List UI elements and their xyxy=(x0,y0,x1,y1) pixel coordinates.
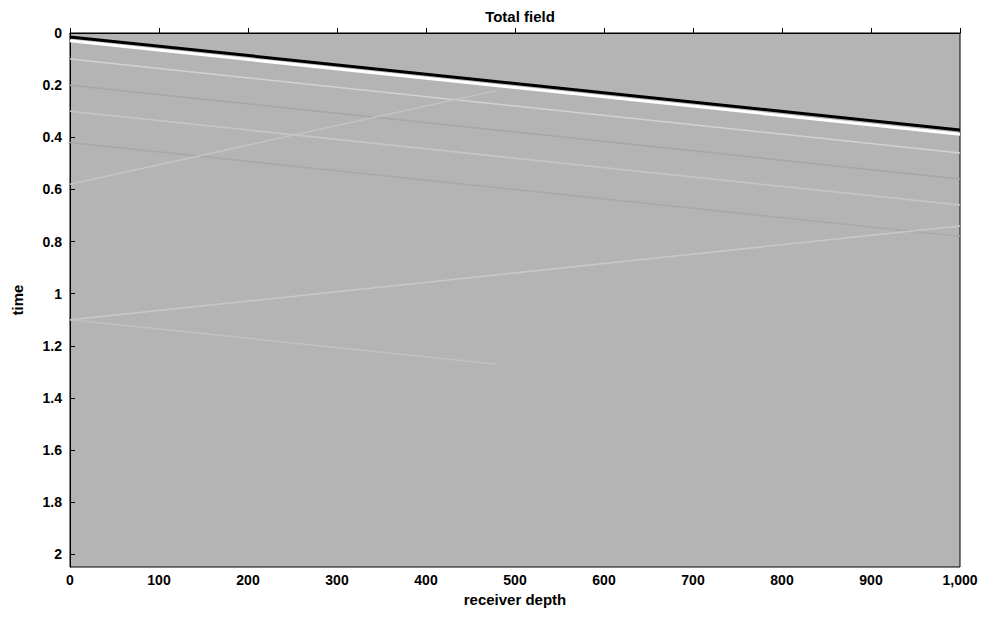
svg-text:500: 500 xyxy=(503,572,527,588)
svg-text:1: 1 xyxy=(54,286,62,302)
svg-text:600: 600 xyxy=(592,572,616,588)
svg-text:100: 100 xyxy=(147,572,171,588)
svg-text:0.6: 0.6 xyxy=(43,181,63,197)
svg-text:300: 300 xyxy=(325,572,349,588)
svg-text:200: 200 xyxy=(236,572,260,588)
svg-text:1.4: 1.4 xyxy=(43,390,63,406)
svg-text:400: 400 xyxy=(414,572,438,588)
svg-text:receiver depth: receiver depth xyxy=(464,591,567,608)
svg-text:0.8: 0.8 xyxy=(43,234,63,250)
svg-text:1.6: 1.6 xyxy=(43,442,63,458)
svg-text:2: 2 xyxy=(54,546,62,562)
svg-text:1,000: 1,000 xyxy=(942,572,977,588)
svg-text:1.8: 1.8 xyxy=(43,494,63,510)
svg-text:800: 800 xyxy=(770,572,794,588)
svg-text:0: 0 xyxy=(66,572,74,588)
svg-text:900: 900 xyxy=(859,572,883,588)
svg-text:0: 0 xyxy=(54,25,62,41)
svg-text:time: time xyxy=(9,285,26,316)
svg-text:Total field: Total field xyxy=(485,8,555,25)
svg-text:700: 700 xyxy=(681,572,705,588)
svg-text:0.2: 0.2 xyxy=(43,77,63,93)
svg-text:1.2: 1.2 xyxy=(43,338,63,354)
svg-text:0.4: 0.4 xyxy=(43,129,63,145)
